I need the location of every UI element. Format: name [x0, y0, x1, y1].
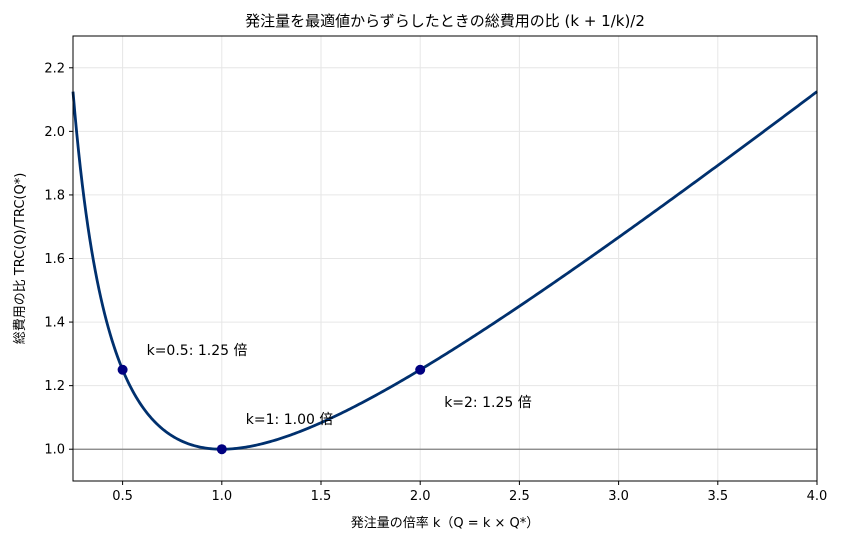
- x-tick-label: 2.5: [509, 489, 530, 504]
- data-point: [117, 364, 128, 375]
- point-annotation: k=0.5: 1.25 倍: [147, 343, 248, 359]
- x-tick-label: 4.0: [807, 489, 828, 504]
- point-annotation: k=2: 1.25 倍: [444, 395, 532, 411]
- y-tick-label: 1.0: [44, 443, 65, 458]
- x-tick-label: 3.5: [707, 489, 728, 504]
- annotation-layer: k=0.5: 1.25 倍 k=1: 1.00 倍 k=2: 1.25 倍: [147, 343, 532, 428]
- data-point: [216, 444, 227, 455]
- chart-title: 発注量を最適値からずらしたときの総費用の比 (k + 1/k)/2: [245, 12, 645, 30]
- y-tick-label: 1.6: [44, 252, 65, 267]
- points-layer: [117, 364, 426, 455]
- point-annotation: k=1: 1.00 倍: [246, 412, 334, 428]
- x-tick-label: 3.0: [608, 489, 629, 504]
- series-layer: [71, 90, 818, 451]
- y-tick-label: 1.2: [44, 379, 65, 394]
- grid-layer: [73, 36, 818, 481]
- x-tick-label: 2.0: [410, 489, 431, 504]
- data-point: [415, 364, 426, 375]
- x-tick-label: 0.5: [112, 489, 133, 504]
- y-tick-label: 1.8: [44, 188, 65, 203]
- y-tick-label: 2.2: [44, 61, 65, 76]
- x-tick-label: 1.0: [211, 489, 232, 504]
- tick-layer: 0.5 1.0 1.5 2.0 2.5 3.0 3.5 4.0 1.0 1.2 1.4 1.6 1.8 2…: [44, 61, 827, 504]
- y-tick-label: 1.4: [44, 316, 65, 331]
- y-tick-label: 2.0: [44, 125, 65, 140]
- series-line: [71, 90, 818, 451]
- x-axis-label: 発注量の倍率 k（Q = k × Q*）: [351, 515, 539, 531]
- y-axis-label: 総費用の比 TRC(Q)/TRC(Q*): [13, 173, 28, 345]
- x-tick-label: 1.5: [311, 489, 332, 504]
